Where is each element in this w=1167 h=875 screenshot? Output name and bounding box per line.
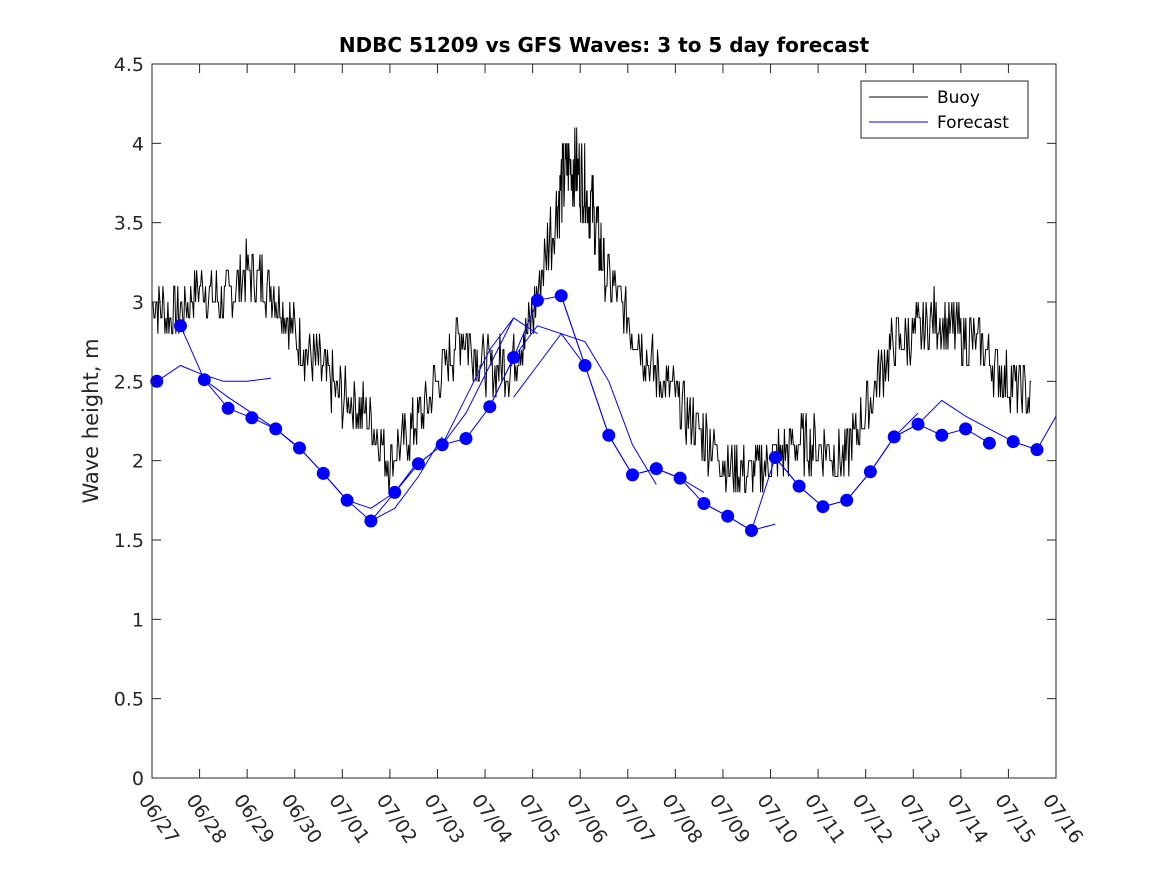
forecast-run-line bbox=[156, 364, 271, 382]
forecast-point bbox=[435, 438, 449, 452]
forecast-point bbox=[768, 451, 782, 464]
y-tick-label: 2 bbox=[132, 451, 144, 473]
forecast-point bbox=[197, 373, 211, 387]
forecast-point bbox=[1030, 443, 1044, 457]
legend-box bbox=[860, 80, 1029, 139]
forecast-point bbox=[697, 497, 711, 510]
forecast-point bbox=[174, 319, 187, 333]
forecast-run-line bbox=[513, 333, 657, 485]
forecast-point bbox=[269, 422, 283, 436]
forecast-point bbox=[887, 430, 901, 444]
forecast-point bbox=[554, 289, 568, 303]
y-tick-label: 4 bbox=[132, 133, 144, 155]
chart-title: NDBC 51209 vs GFS Waves: 3 to 5 day fore… bbox=[339, 33, 870, 57]
legend-forecast-label: Forecast bbox=[937, 113, 1009, 133]
y-tick-label: 3.5 bbox=[114, 213, 144, 235]
forecast-point bbox=[649, 462, 663, 476]
forecast-point bbox=[459, 432, 473, 445]
y-tick-label: 4.5 bbox=[114, 54, 144, 76]
forecast-point bbox=[863, 465, 877, 479]
forecast-point bbox=[483, 400, 497, 414]
y-tick-label: 1 bbox=[132, 609, 144, 631]
forecast-point bbox=[911, 417, 925, 431]
forecast-point bbox=[602, 428, 616, 442]
forecast-point bbox=[840, 493, 854, 507]
forecast-point bbox=[530, 293, 544, 307]
forecast-point bbox=[745, 524, 758, 537]
forecast-point bbox=[935, 428, 949, 442]
forecast-point bbox=[816, 500, 830, 514]
y-tick-label: 3 bbox=[132, 292, 144, 314]
y-tick-label: 1.5 bbox=[114, 530, 144, 552]
buoy-series-line bbox=[152, 127, 1032, 493]
forecast-point bbox=[792, 479, 806, 493]
forecast-point bbox=[1006, 435, 1020, 449]
y-tick-label: 2.5 bbox=[114, 371, 144, 393]
y-tick-label: 0.5 bbox=[114, 689, 144, 711]
forecast-point bbox=[507, 351, 521, 364]
forecast-point bbox=[626, 468, 639, 482]
y-axis-label: Wave height, m bbox=[79, 338, 103, 503]
y-axis: 0 0.5 1 1.5 2 2.5 3 3.5 4 4.5 bbox=[114, 54, 1056, 790]
forecast-point bbox=[982, 436, 996, 450]
forecast-point bbox=[721, 509, 735, 523]
forecast-point bbox=[388, 485, 402, 499]
forecast-point bbox=[245, 411, 259, 425]
forecast-point bbox=[364, 514, 378, 528]
forecast-point bbox=[673, 471, 687, 485]
marker-layer bbox=[150, 289, 1044, 537]
forecast-point bbox=[340, 493, 354, 507]
legend: Buoy Forecast bbox=[860, 80, 1029, 139]
forecast-point bbox=[221, 401, 235, 415]
forecast-point bbox=[578, 359, 592, 372]
forecast-point bbox=[293, 441, 306, 455]
axes-box bbox=[151, 63, 1057, 779]
forecast-point bbox=[411, 457, 425, 471]
forecast-point bbox=[316, 466, 330, 480]
legend-buoy-label: Buoy bbox=[937, 88, 980, 108]
y-tick-label: 0 bbox=[132, 768, 144, 790]
forecast-point bbox=[959, 422, 973, 436]
